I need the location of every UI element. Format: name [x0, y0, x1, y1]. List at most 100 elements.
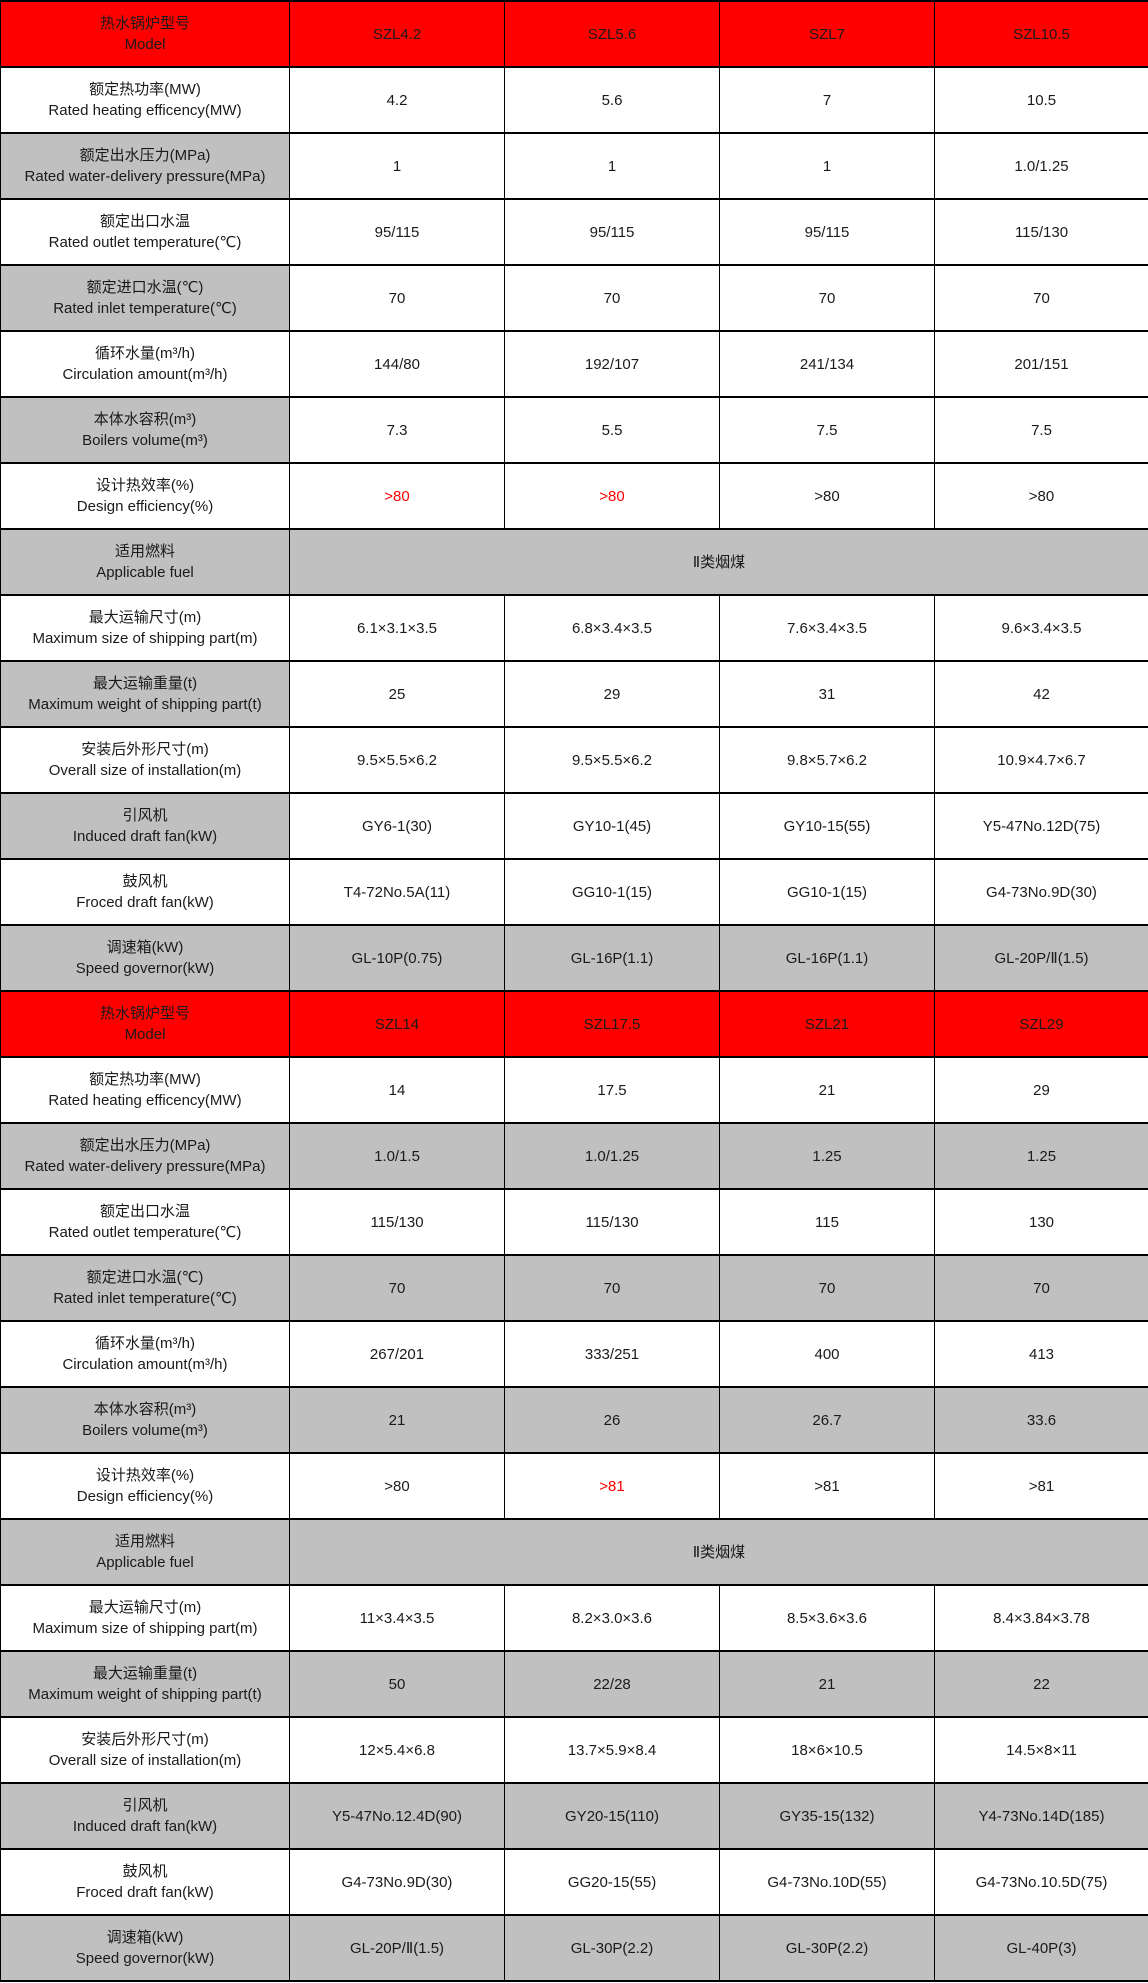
cell-value: 70 [818, 1279, 836, 1297]
table-row: 额定出水压力(MPa) Rated water-delivery pressure… [0, 1122, 1148, 1190]
value-cell: 95/115 [289, 198, 505, 266]
value-cell: 1.0/1.25 [934, 132, 1148, 200]
model-name: SZL21 [804, 1015, 850, 1033]
cell-value: 144/80 [374, 355, 420, 373]
row-header-cell: 最大运输尺寸(m) Maximum size of shipping part(m… [0, 1584, 290, 1652]
value-cell: >81 [719, 1452, 935, 1520]
value-cell: 9.5×5.5×6.2 [289, 726, 505, 794]
cell-value: G4-73No.9D(30) [986, 883, 1097, 901]
cell-value: 1 [822, 157, 832, 175]
value-cell: >80 [504, 462, 720, 530]
row-header-label-zh: 设计热效率(%) [95, 1467, 195, 1484]
cell-value: GY6-1(30) [361, 817, 433, 835]
value-cell: 8.5×3.6×3.6 [719, 1584, 935, 1652]
row-header-label-zh: 适用燃料 [114, 1533, 175, 1550]
table-row: 引风机 Induced draft fan(kW) Y5-47No.12.4D(90… [0, 1782, 1148, 1850]
model-name: SZL4.2 [372, 25, 422, 43]
value-cell: 115 [719, 1188, 935, 1256]
value-cell: 70 [719, 264, 935, 332]
value-cell: 9.8×5.7×6.2 [719, 726, 935, 794]
cell-value: 10.9×4.7×6.7 [997, 751, 1086, 769]
table-row: 额定出口水温 Rated outlet temperature(℃) 95/115 9… [0, 198, 1148, 266]
value-cell: >80 [934, 462, 1148, 530]
cell-value: 6.1×3.1×3.5 [356, 619, 438, 637]
cell-value: 1 [607, 157, 617, 175]
cell-value: 115 [815, 1213, 839, 1231]
value-cell: 70 [719, 1254, 935, 1322]
row-header-cell: 循环水量(m³/h) Circulation amount(m³/h) [0, 1320, 290, 1388]
value-cell: 115/130 [504, 1188, 720, 1256]
value-cell: 413 [934, 1320, 1148, 1388]
row-header-label-en: Circulation amount(m³/h) [62, 1356, 228, 1373]
cell-value: 8.4×3.84×3.78 [993, 1609, 1090, 1627]
value-cell: 144/80 [289, 330, 505, 398]
cell-value: >80 [384, 1477, 410, 1495]
row-header-label-en: Rated water-delivery pressure(MPa) [24, 168, 266, 185]
table-row: 最大运输重量(t) Maximum weight of shipping part… [0, 660, 1148, 728]
cell-value: GG20-15(55) [567, 1873, 657, 1891]
row-header-label-zh: 调速箱(kW) [106, 939, 184, 956]
value-cell: >80 [289, 462, 505, 530]
row-header-label-en: Rated water-delivery pressure(MPa) [24, 1158, 266, 1175]
cell-value: 70 [603, 289, 621, 307]
table-row: 本体水容积(m³) Boilers volume(m³) 21 26 26.7 33.6 [0, 1386, 1148, 1454]
cell-value: 70 [1033, 1279, 1050, 1297]
value-cell: GL-30P(2.2) [719, 1914, 935, 1982]
cell-value: 10.5 [1026, 91, 1057, 109]
value-cell: 70 [934, 1254, 1148, 1322]
row-header-label-en: Design efficiency(%) [76, 1488, 214, 1505]
value-cell: G4-73No.10D(55) [719, 1848, 935, 1916]
cell-value: 22/28 [593, 1675, 631, 1693]
row-header-cell: 热水锅炉型号 Model [0, 990, 290, 1058]
table-row: 安装后外形尺寸(m) Overall size of installation(m… [0, 726, 1148, 794]
row-header-label-zh: 额定热功率(MW) [89, 1071, 201, 1088]
model-name-cell: SZL17.5 [504, 990, 720, 1058]
value-cell: Y5-47No.12.4D(90) [289, 1782, 505, 1850]
cell-value: 70 [818, 289, 836, 307]
cell-value: 6.8×3.4×3.5 [571, 619, 653, 637]
value-cell: 7.5 [934, 396, 1148, 464]
value-cell: 4.2 [289, 66, 505, 134]
row-header-label-zh: 本体水容积(m³) [93, 411, 197, 428]
cell-value: 50 [388, 1675, 406, 1693]
value-cell: 10.5 [934, 66, 1148, 134]
cell-value: 1.25 [812, 1147, 842, 1165]
value-cell: 5.6 [504, 66, 720, 134]
cell-value: >81 [814, 1477, 840, 1495]
row-header-label-zh: 额定出口水温 [99, 213, 190, 230]
table-row: 鼓风机 Froced draft fan(kW) T4-72No.5A(11) GG1… [0, 858, 1148, 926]
row-header-label-en: Rated heating efficency(MW) [48, 102, 242, 119]
row-header-label-en: Rated outlet temperature(℃) [48, 234, 242, 251]
value-cell: 26.7 [719, 1386, 935, 1454]
value-cell: 192/107 [504, 330, 720, 398]
cell-value: 31 [818, 685, 836, 703]
value-cell: 22 [934, 1650, 1148, 1718]
table-row: 额定热功率(MW) Rated heating efficency(MW) 4.2 5… [0, 66, 1148, 134]
row-header-label-zh: 鼓风机 [122, 1863, 168, 1880]
row-header-label-zh: 额定进口水温(℃) [86, 279, 204, 296]
cell-value: GL-16P(1.1) [570, 949, 654, 967]
row-header-label-en: Induced draft fan(kW) [72, 1818, 218, 1835]
row-header-cell: 额定出水压力(MPa) Rated water-delivery pressure… [0, 1122, 290, 1190]
row-header-label-zh: 设计热效率(%) [95, 477, 195, 494]
cell-value: 70 [388, 1279, 406, 1297]
value-cell: T4-72No.5A(11) [289, 858, 505, 926]
row-header-label-en: Induced draft fan(kW) [72, 828, 218, 845]
row-header-label-en: Maximum size of shipping part(m) [32, 630, 258, 647]
row-header-cell: 设计热效率(%) Design efficiency(%) [0, 1452, 290, 1520]
row-header-cell: 额定进口水温(℃) Rated inlet temperature(℃) [0, 264, 290, 332]
table-row: 调速箱(kW) Speed governor(kW) GL-10P(0.75) GL-… [0, 924, 1148, 992]
row-header-label-en: Model [124, 36, 166, 53]
value-cell: 29 [504, 660, 720, 728]
cell-value: GL-40P(3) [1006, 1939, 1077, 1957]
value-cell: >80 [719, 462, 935, 530]
value-cell: 29 [934, 1056, 1148, 1124]
cell-value: 14 [388, 1081, 406, 1099]
row-header-cell: 额定进口水温(℃) Rated inlet temperature(℃) [0, 1254, 290, 1322]
cell-value: 8.5×3.6×3.6 [786, 1609, 868, 1627]
value-cell: 25 [289, 660, 505, 728]
value-cell: Ⅱ类烟煤 [289, 1518, 1148, 1586]
cell-value: GY10-15(55) [783, 817, 871, 835]
